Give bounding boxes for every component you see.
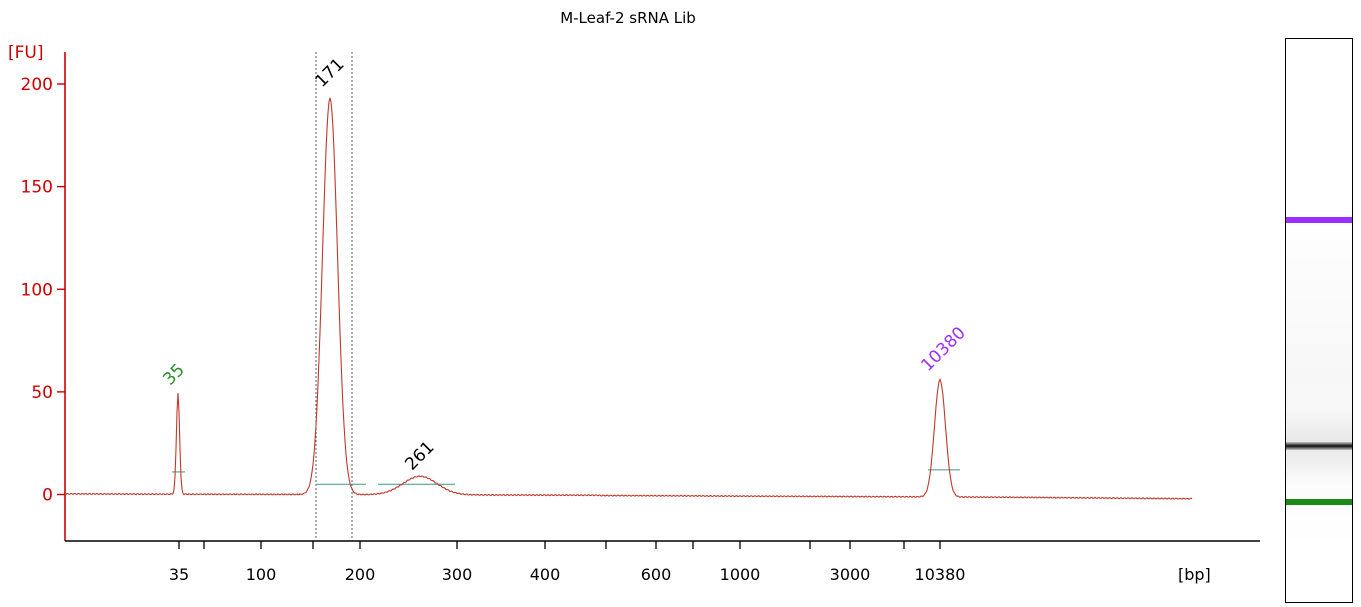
x-tick-label: 200 xyxy=(345,565,376,584)
peak-label: 10380 xyxy=(917,323,969,375)
y-tick-label: 50 xyxy=(31,383,53,403)
peak-markers xyxy=(172,52,960,541)
x-tick-label: 300 xyxy=(442,565,473,584)
x-tick-label: 10380 xyxy=(915,565,966,584)
peak-label: 261 xyxy=(401,437,438,474)
x-tick-label: 600 xyxy=(641,565,672,584)
peak-label: 35 xyxy=(159,360,188,389)
gel-band-lower-marker xyxy=(1286,499,1352,505)
x-tick-label: 35 xyxy=(169,565,189,584)
x-axis-label: [bp] xyxy=(1178,565,1211,584)
y-tick-label: 150 xyxy=(21,178,53,198)
gel-band-sample xyxy=(1286,442,1352,450)
peak-labels: 35 171 261 10380 xyxy=(159,54,969,474)
y-tick-label: 100 xyxy=(21,280,53,300)
x-ticks: 35 100 200 300 400 600 1000 3000 10380 xyxy=(169,541,966,584)
chart-title: M-Leaf-2 sRNA Lib xyxy=(560,9,696,27)
x-tick-label: 100 xyxy=(246,565,277,584)
axes xyxy=(64,52,1260,542)
x-tick-label: 400 xyxy=(530,565,561,584)
peak-label: 171 xyxy=(311,54,348,91)
y-ticks: 0 50 100 150 200 xyxy=(21,75,65,506)
y-axis-label: [FU] xyxy=(8,43,44,63)
fluorescence-trace xyxy=(64,97,1193,500)
gel-lane xyxy=(1285,38,1353,603)
y-tick-label: 0 xyxy=(42,486,53,506)
x-tick-label: 1000 xyxy=(720,565,761,584)
gel-band-upper-marker xyxy=(1286,217,1352,223)
gel-lane-shade xyxy=(1286,204,1352,549)
x-tick-label: 3000 xyxy=(830,565,871,584)
y-tick-label: 200 xyxy=(21,75,53,95)
